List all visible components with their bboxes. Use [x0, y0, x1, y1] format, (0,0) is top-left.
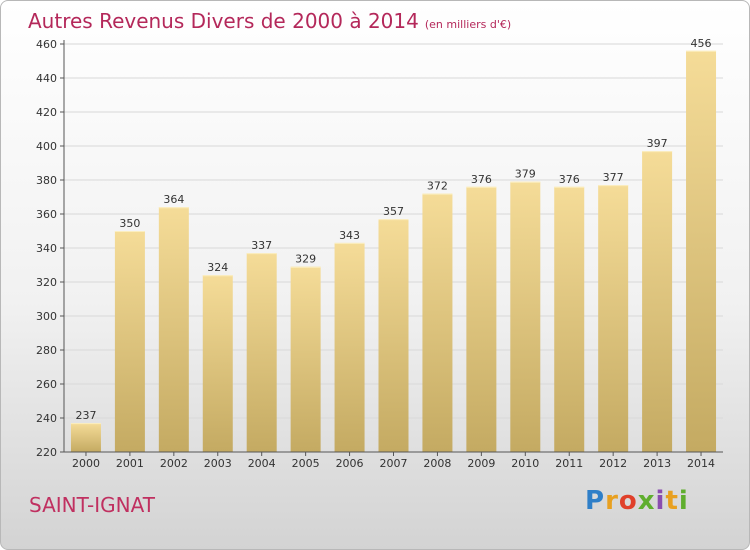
bars	[70, 50, 717, 453]
bar	[114, 231, 145, 452]
x-tick-label: 2006	[336, 457, 364, 470]
y-tick-label: 320	[36, 276, 57, 289]
bar	[158, 207, 189, 452]
data-label: 350	[119, 217, 140, 230]
axes	[60, 40, 723, 456]
data-label: 456	[691, 37, 712, 50]
bar	[422, 193, 453, 452]
y-tick-label: 420	[36, 106, 57, 119]
data-label: 337	[251, 239, 272, 252]
x-tick-label: 2009	[467, 457, 495, 470]
logo-letter: P	[585, 486, 606, 516]
y-tick-label: 340	[36, 242, 57, 255]
y-tick-label: 300	[36, 310, 57, 323]
logo-letter: t	[665, 486, 679, 516]
x-tick-label: 2008	[423, 457, 451, 470]
x-tick-label: 2013	[643, 457, 671, 470]
y-tick-label: 360	[36, 208, 57, 221]
y-tick-label: 280	[36, 344, 57, 357]
x-tick-label: 2012	[599, 457, 627, 470]
data-label: 372	[427, 180, 448, 193]
x-tick-label: 2003	[204, 457, 232, 470]
bar	[642, 151, 673, 452]
chart-title-text: Autres Revenus Divers de 2000 à 2014	[28, 9, 419, 33]
labels: 220 240 260 280 300 320 340 360 380 400 420 440 460 2…	[36, 37, 715, 470]
bar	[686, 50, 717, 453]
y-tick-label: 440	[36, 72, 57, 85]
bar	[334, 242, 365, 452]
bar	[378, 219, 409, 452]
data-label: 364	[163, 193, 184, 206]
bar	[598, 185, 629, 452]
x-tick-label: 2002	[160, 457, 188, 470]
bar	[246, 253, 277, 452]
bar	[554, 186, 585, 453]
data-label: 357	[383, 205, 404, 218]
y-tick-label: 220	[36, 446, 57, 459]
x-tick-label: 2005	[292, 457, 320, 470]
logo-letter: o	[618, 486, 638, 516]
x-tick-label: 2010	[511, 457, 539, 470]
x-tick-label: 2004	[248, 457, 276, 470]
data-label: 377	[603, 171, 624, 184]
y-tick-label: 380	[36, 174, 57, 187]
x-tick-label: 2011	[555, 457, 583, 470]
x-tick-label: 2000	[72, 457, 100, 470]
data-label: 343	[339, 229, 360, 242]
bar	[466, 186, 497, 453]
chart-title: Autres Revenus Divers de 2000 à 2014 (en …	[28, 9, 511, 33]
y-tick-label: 240	[36, 412, 57, 425]
y-tick-label: 460	[36, 38, 57, 51]
data-label: 237	[75, 409, 96, 422]
logo-letter: x	[637, 486, 656, 516]
x-tick-label: 2007	[380, 457, 408, 470]
proxiti-logo: Proxiti	[585, 486, 689, 516]
data-label: 376	[471, 173, 492, 186]
logo-letter: r	[605, 486, 619, 516]
y-tick-label: 400	[36, 140, 57, 153]
unit-note: (en milliers d'€)	[424, 18, 512, 31]
data-label: 397	[647, 137, 668, 150]
logo-letter: i	[655, 486, 666, 516]
data-label: 376	[559, 173, 580, 186]
bar	[290, 266, 321, 452]
town-name: SAINT-IGNAT	[29, 493, 155, 517]
data-label: 379	[515, 168, 536, 181]
bar	[510, 181, 541, 452]
x-tick-label: 2001	[116, 457, 144, 470]
y-tick-label: 260	[36, 378, 57, 391]
logo-letter: i	[678, 486, 689, 516]
data-label: 324	[207, 261, 228, 274]
bar	[202, 275, 233, 452]
x-tick-label: 2014	[687, 457, 715, 470]
bar	[70, 423, 101, 452]
data-label: 329	[295, 253, 316, 266]
